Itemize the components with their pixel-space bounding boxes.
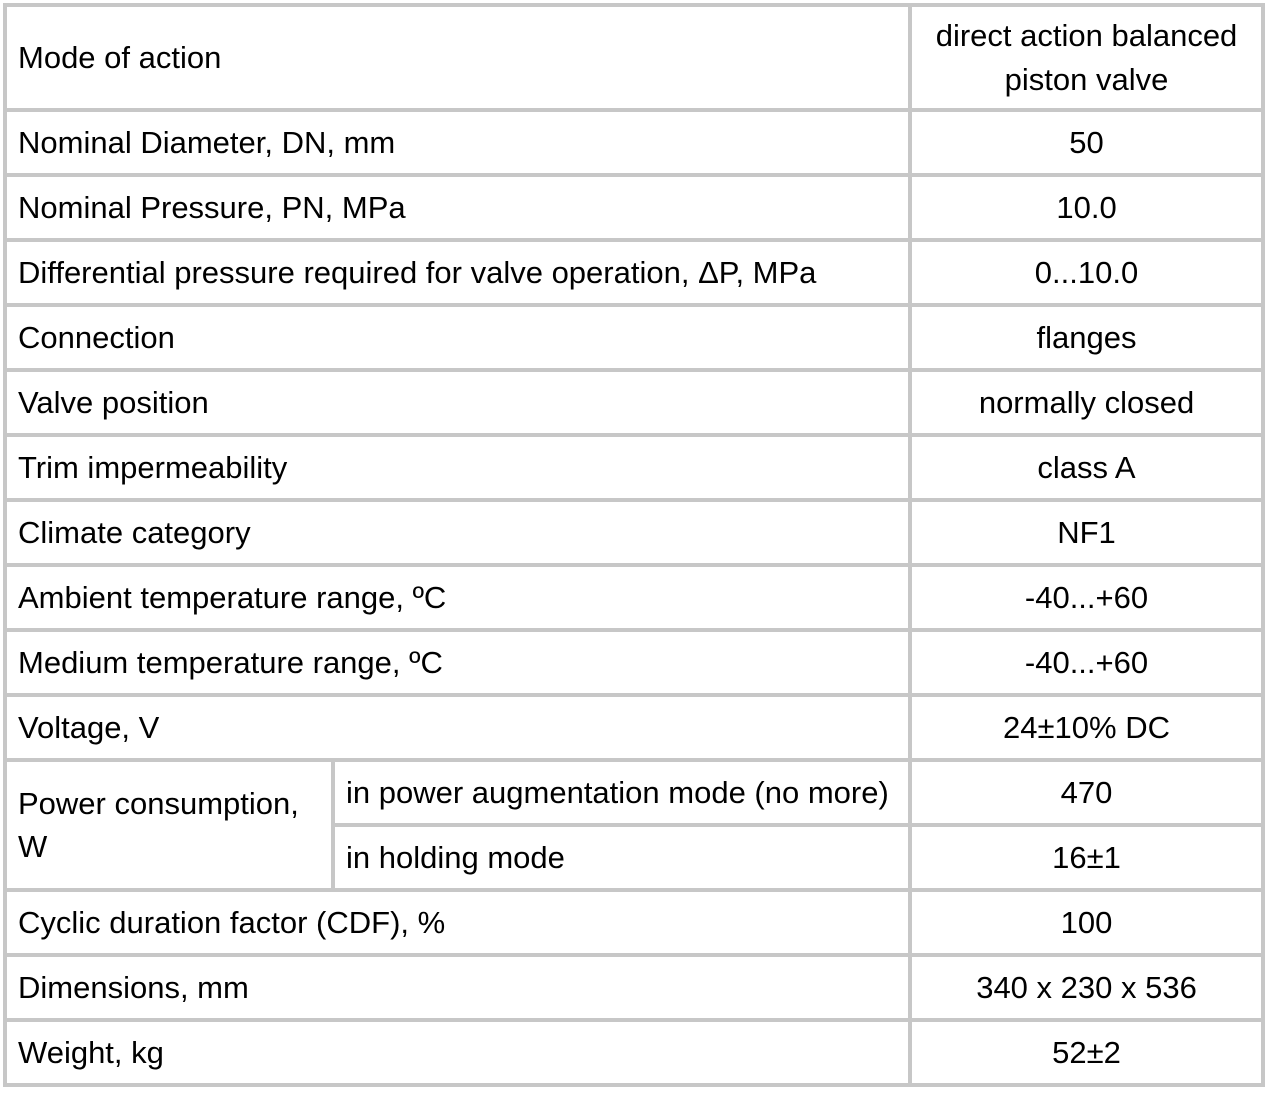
- table-row: Climate category NF1: [2, 498, 1266, 567]
- spec-label-mode-of-action: Mode of action: [2, 3, 913, 112]
- table-row: Power consumption, W in power augmentati…: [3, 758, 1266, 892]
- table-row: Nominal Pressure, PN, MPa 10.0: [2, 173, 1266, 242]
- spec-value-trim-impermeability: class A: [908, 433, 1266, 502]
- spec-table: Mode of action direct action balanced pi…: [2, 3, 1266, 1087]
- spec-value-voltage: 24±10% DC: [908, 693, 1266, 762]
- table-row: Cyclic duration factor (CDF), % 100: [2, 888, 1266, 957]
- table-row: Valve position normally closed: [2, 368, 1266, 437]
- spec-label-power-consumption: Power consumption, W: [3, 758, 335, 892]
- spec-value-ambient-temperature: -40...+60: [908, 563, 1266, 632]
- spec-value-differential-pressure: 0...10.0: [908, 238, 1266, 307]
- spec-label-nominal-pressure: Nominal Pressure, PN, MPa: [2, 173, 913, 242]
- spec-label-weight: Weight, kg: [2, 1018, 913, 1087]
- table-row: Trim impermeability class A: [2, 433, 1266, 502]
- spec-value-nominal-diameter: 50: [908, 108, 1266, 177]
- spec-value-medium-temperature: -40...+60: [908, 628, 1266, 697]
- table-row: Dimensions, mm 340 x 230 x 536: [2, 953, 1266, 1022]
- spec-value-dimensions: 340 x 230 x 536: [908, 953, 1266, 1022]
- spec-label-dimensions: Dimensions, mm: [2, 953, 913, 1022]
- table-row: Nominal Diameter, DN, mm 50: [2, 108, 1266, 177]
- spec-label-nominal-diameter: Nominal Diameter, DN, mm: [2, 108, 913, 177]
- table-row: Voltage, V 24±10% DC: [2, 693, 1266, 762]
- table-row: Weight, kg 52±2: [2, 1018, 1266, 1087]
- spec-value-mode-of-action: direct action balanced piston valve: [908, 3, 1266, 112]
- spec-value-nominal-pressure: 10.0: [908, 173, 1266, 242]
- table-row: Mode of action direct action balanced pi…: [2, 3, 1266, 112]
- spec-label-medium-temperature: Medium temperature range, ºC: [2, 628, 913, 697]
- spec-label-climate-category: Climate category: [2, 498, 913, 567]
- table-row: Ambient temperature range, ºC -40...+60: [2, 563, 1266, 632]
- table-row: Differential pressure required for valve…: [2, 238, 1266, 307]
- spec-value-holding-mode: 16±1: [908, 823, 1266, 892]
- spec-sublabel-power-augmentation-mode: in power augmentation mode (no more): [330, 758, 913, 827]
- table-row: in holding mode 16±1: [5, 823, 1266, 892]
- spec-sublabel-holding-mode: in holding mode: [330, 823, 913, 892]
- spec-value-power-augmentation-mode: 470: [908, 758, 1266, 827]
- spec-value-valve-position: normally closed: [908, 368, 1266, 437]
- spec-label-differential-pressure: Differential pressure required for valve…: [2, 238, 913, 307]
- table-row: Medium temperature range, ºC -40...+60: [2, 628, 1266, 697]
- spec-label-connection: Connection: [2, 303, 913, 372]
- spec-value-connection: flanges: [908, 303, 1266, 372]
- spec-label-cyclic-duration-factor: Cyclic duration factor (CDF), %: [2, 888, 913, 957]
- spec-label-trim-impermeability: Trim impermeability: [2, 433, 913, 502]
- spec-label-voltage: Voltage, V: [2, 693, 913, 762]
- spec-label-ambient-temperature: Ambient temperature range, ºC: [2, 563, 913, 632]
- spec-label-valve-position: Valve position: [2, 368, 913, 437]
- table-row: Connection flanges: [2, 303, 1266, 372]
- spec-value-weight: 52±2: [908, 1018, 1266, 1087]
- spec-value-cyclic-duration-factor: 100: [908, 888, 1266, 957]
- spec-value-climate-category: NF1: [908, 498, 1266, 567]
